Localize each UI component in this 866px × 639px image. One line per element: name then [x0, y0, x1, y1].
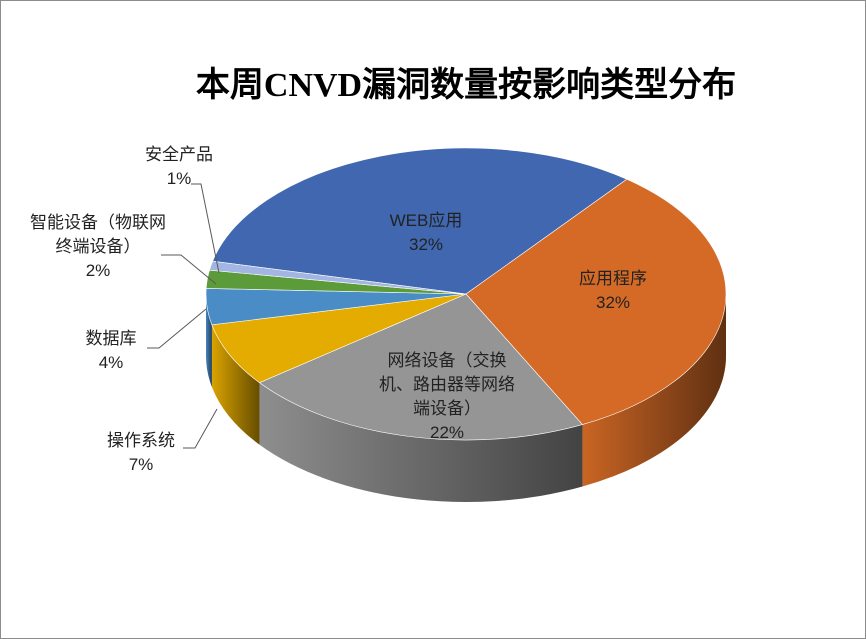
- value-label: 7%: [128, 455, 154, 474]
- data-label: WEB应用 32%: [366, 209, 486, 257]
- value-label: 22%: [429, 423, 465, 442]
- category-label: 应用程序: [579, 269, 647, 288]
- chart-title: 本周CNVD漏洞数量按影响类型分布: [195, 67, 737, 104]
- category-label: WEB应用: [389, 211, 463, 230]
- category-label: 数据库: [85, 329, 137, 348]
- leader-line: [161, 254, 217, 285]
- data-label: 数据库 4%: [71, 327, 151, 375]
- data-label: 网络设备（交换机、路由器等网络端设备） 22%: [377, 349, 517, 445]
- value-label: 4%: [98, 353, 124, 372]
- pie-side-shade: [211, 324, 260, 445]
- data-label: 应用程序 32%: [553, 267, 673, 315]
- value-label: 2%: [85, 261, 111, 280]
- value-label: 32%: [595, 293, 631, 312]
- category-label: 网络设备（交换机、路由器等网络端设备）: [379, 351, 515, 418]
- pie-slice: [465, 178, 727, 425]
- leader-line: [183, 408, 218, 449]
- leader-line: [147, 308, 207, 349]
- pie-side-shade: [582, 294, 726, 487]
- leader-line: [191, 183, 220, 274]
- value-label: 1%: [166, 169, 192, 188]
- pie-slice: [212, 147, 628, 295]
- data-label: 安全产品 1%: [129, 143, 229, 191]
- pie-side-shade: [259, 382, 583, 502]
- value-label: 32%: [408, 235, 444, 254]
- pie-side-shade: [206, 294, 212, 387]
- pie-slice: [258, 293, 583, 441]
- data-label: 智能设备（物联网终端设备） 2%: [23, 211, 173, 283]
- pie-slice: [211, 293, 467, 384]
- data-label: 操作系统 7%: [86, 429, 196, 477]
- category-label: 安全产品: [145, 145, 213, 164]
- category-label: 智能设备（物联网终端设备）: [30, 213, 166, 256]
- category-label: 操作系统: [107, 431, 175, 450]
- pie-slice: [209, 260, 467, 295]
